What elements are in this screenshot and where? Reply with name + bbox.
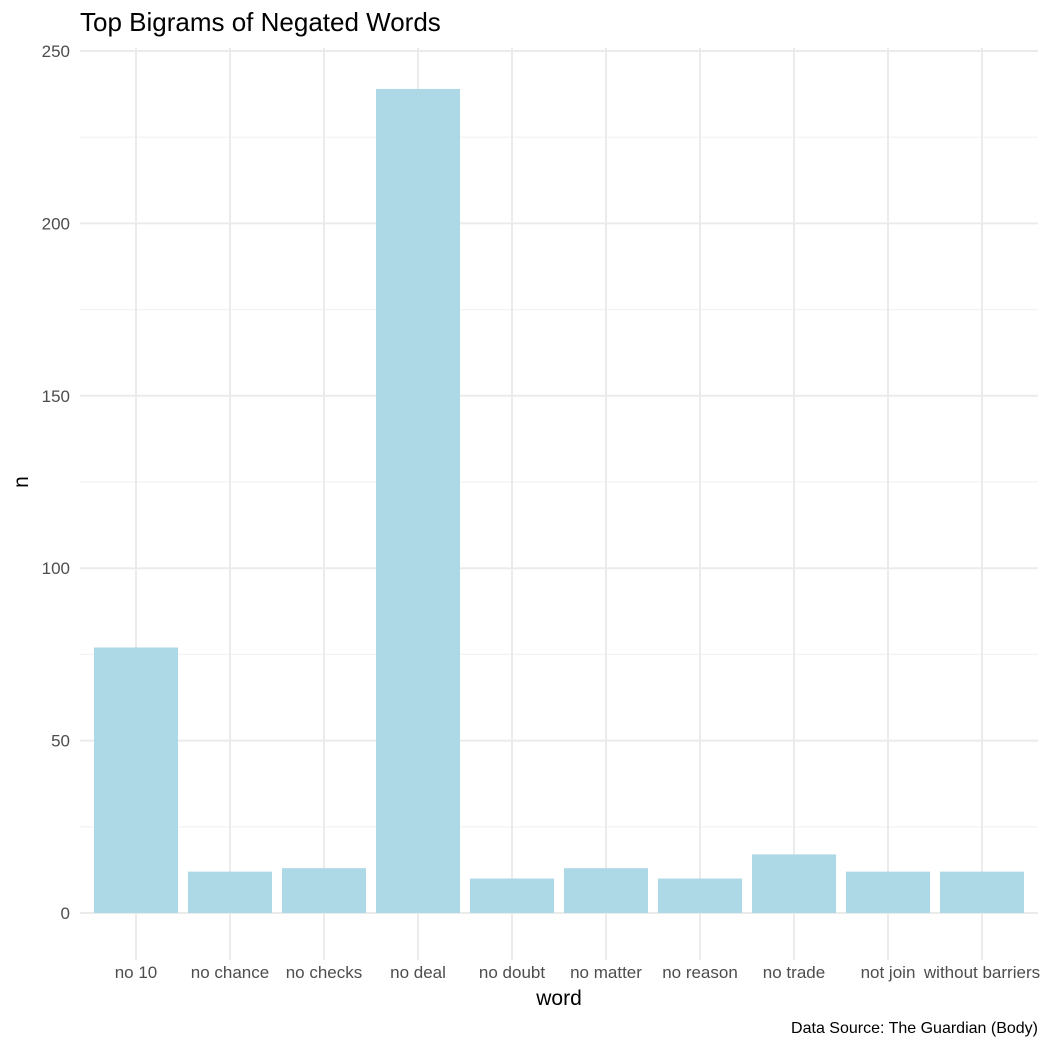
bar bbox=[188, 871, 272, 913]
y-tick-label: 100 bbox=[42, 559, 70, 578]
x-tick-label: without barriers bbox=[923, 963, 1040, 982]
y-tick-label: 50 bbox=[51, 732, 70, 751]
bar bbox=[752, 854, 836, 913]
x-tick-label: no matter bbox=[570, 963, 642, 982]
x-tick-label: no reason bbox=[662, 963, 738, 982]
bar bbox=[846, 871, 930, 913]
x-tick-label: no checks bbox=[286, 963, 363, 982]
bar bbox=[376, 88, 460, 914]
x-axis-title: word bbox=[535, 987, 582, 1010]
bars bbox=[94, 88, 1024, 914]
chart-title: Top Bigrams of Negated Words bbox=[80, 7, 441, 37]
chart-caption: Data Source: The Guardian (Body) bbox=[791, 1020, 1038, 1037]
y-tick-label: 0 bbox=[61, 904, 70, 923]
grid-lines bbox=[80, 48, 1038, 960]
bar bbox=[564, 868, 648, 913]
x-tick-label: no trade bbox=[763, 963, 825, 982]
x-tick-label: no deal bbox=[390, 963, 446, 982]
y-tick-label: 200 bbox=[42, 214, 70, 233]
x-tick-labels: no 10 no chance no checks no deal no doubt no… bbox=[115, 963, 1040, 982]
y-tick-label: 150 bbox=[42, 387, 70, 406]
y-tick-labels: 0 50 100 150 200 250 bbox=[42, 42, 70, 923]
bar bbox=[658, 878, 742, 913]
x-tick-label: no 10 bbox=[115, 963, 158, 982]
bar bbox=[282, 868, 366, 913]
x-tick-label: no chance bbox=[191, 963, 269, 982]
bar bbox=[940, 871, 1024, 913]
x-tick-label: not join bbox=[861, 963, 916, 982]
y-axis-title: n bbox=[10, 476, 33, 488]
x-tick-label: no doubt bbox=[479, 963, 545, 982]
bar bbox=[94, 647, 178, 913]
bar bbox=[470, 878, 554, 913]
y-tick-label: 250 bbox=[42, 42, 70, 61]
